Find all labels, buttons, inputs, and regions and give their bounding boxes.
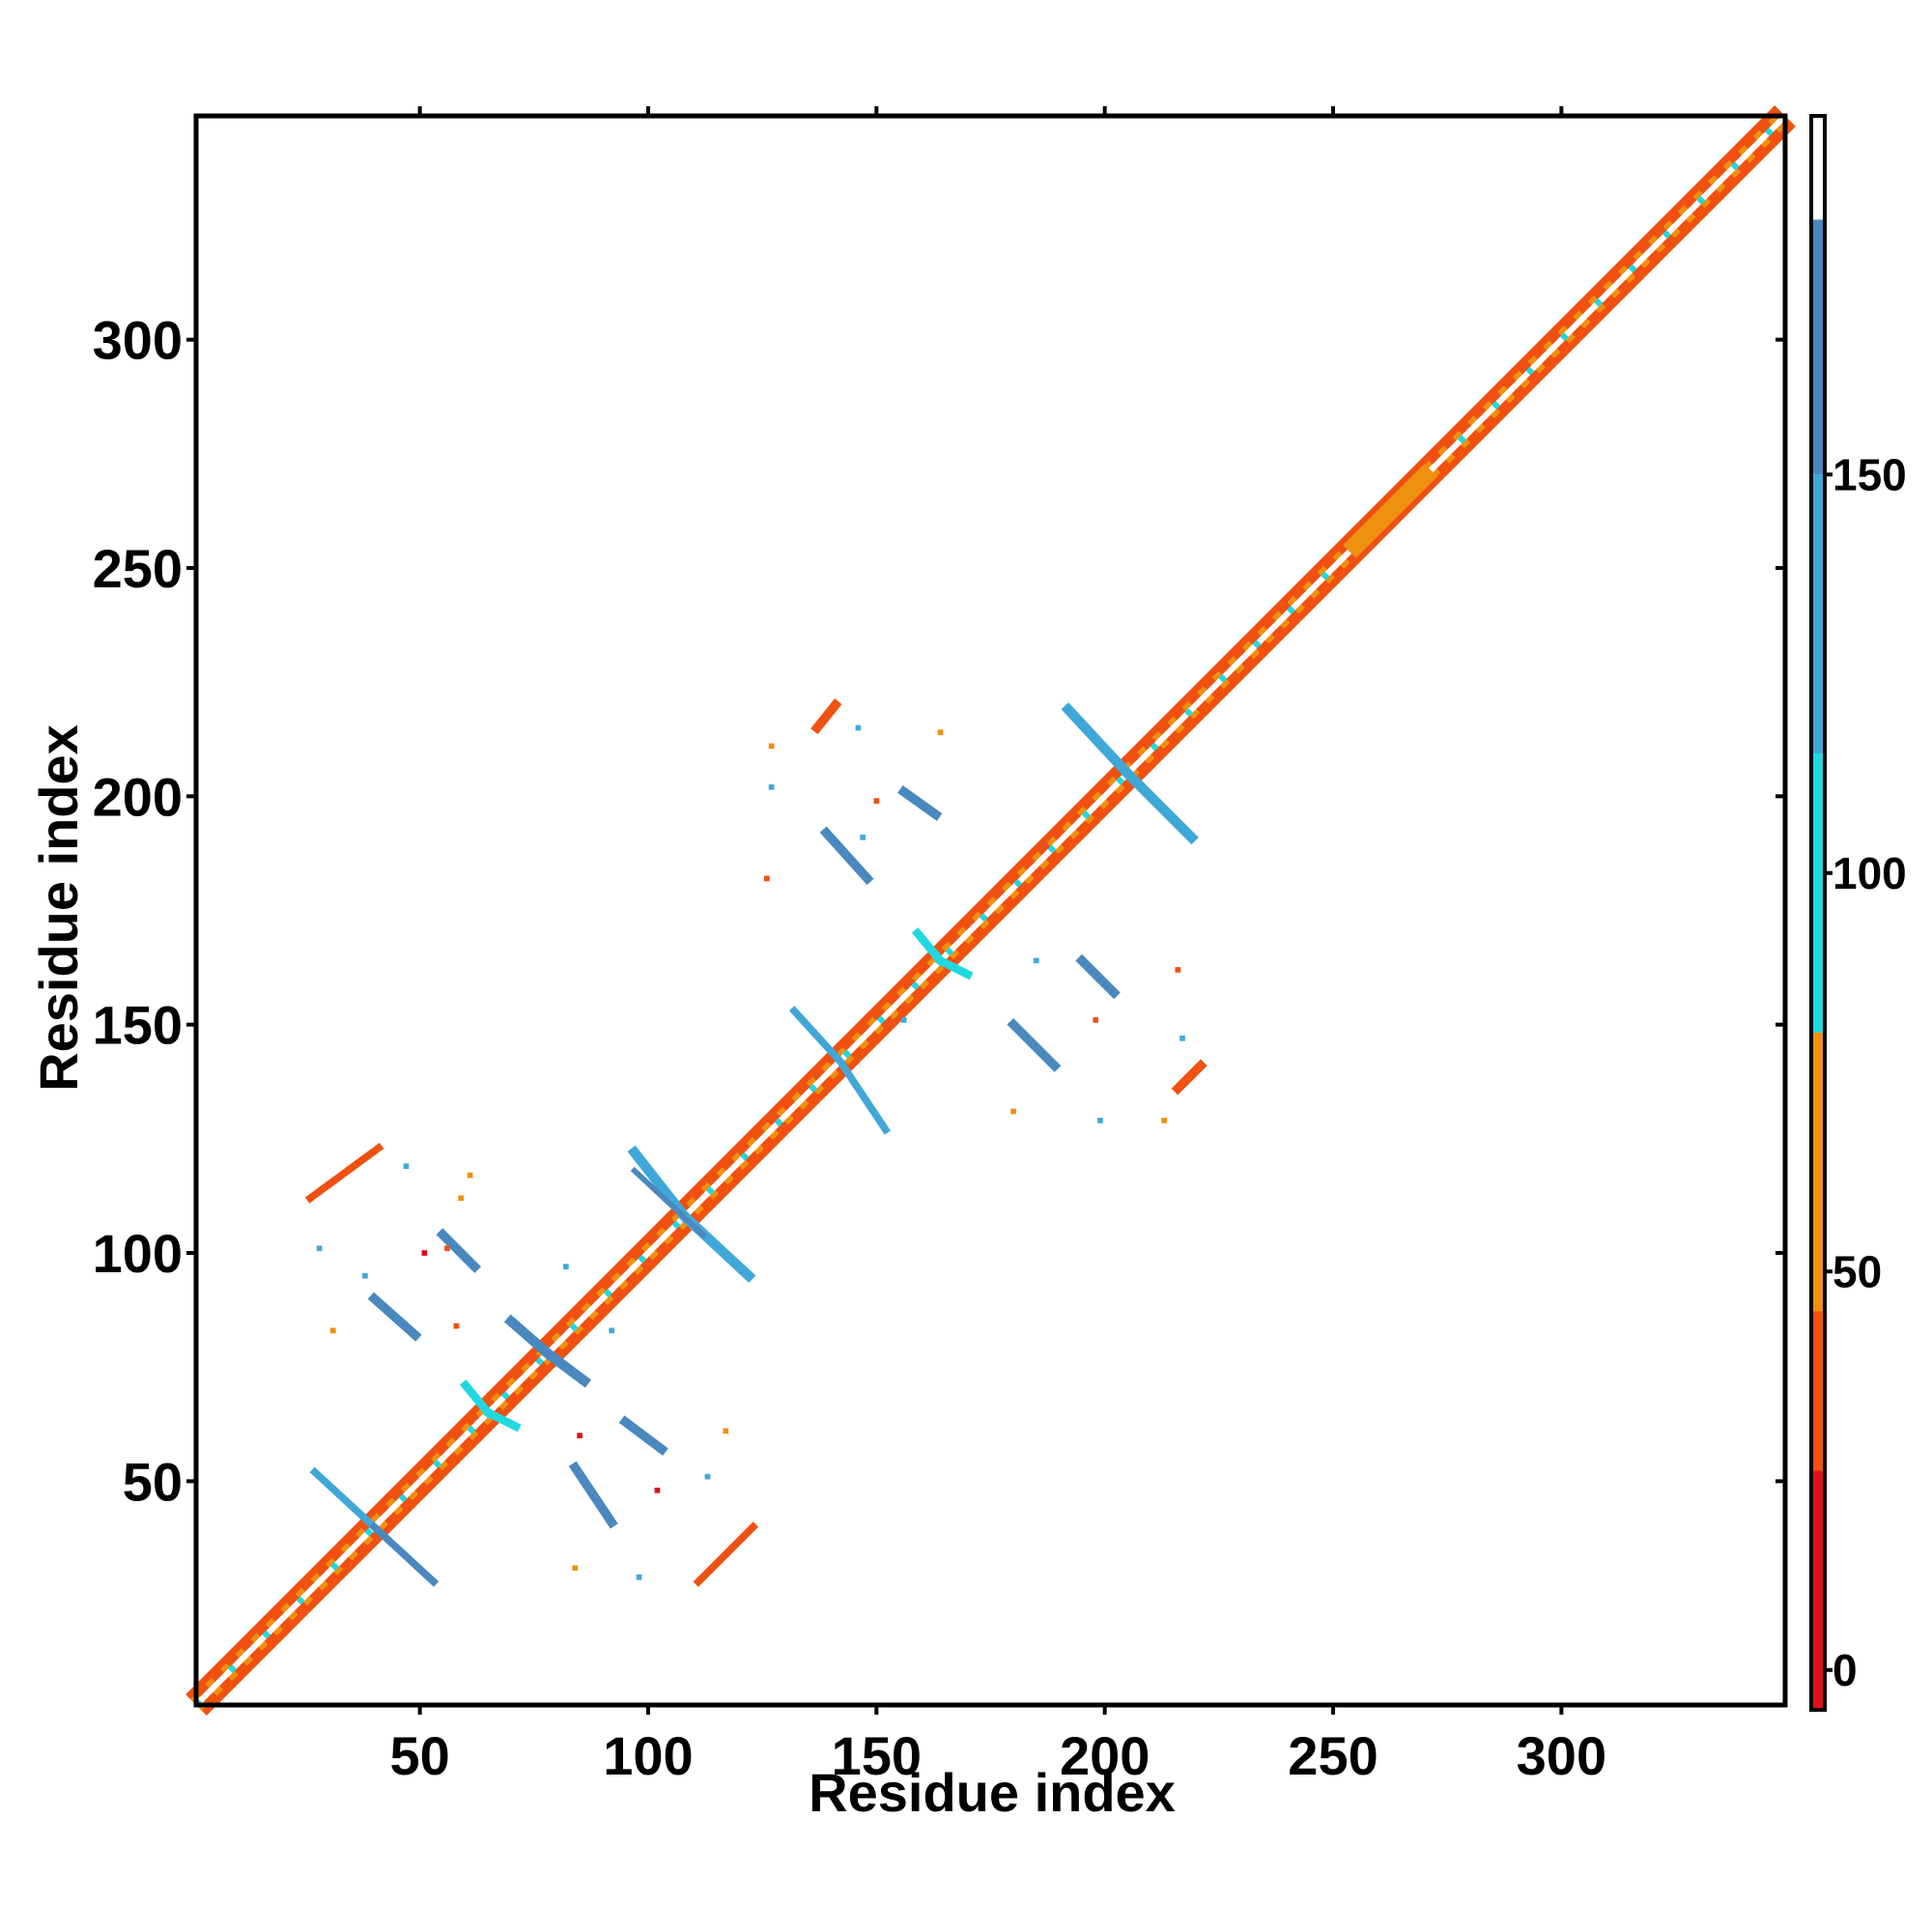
contact-segment-9 [911, 927, 947, 967]
contact-segment-21 [568, 1461, 618, 1529]
contact-speck-15 [636, 1574, 642, 1580]
contact-segment-17 [1007, 1017, 1062, 1072]
contact-segment-2 [630, 1166, 707, 1239]
contact-speck-18 [873, 798, 880, 804]
colorbar-band-1 [1811, 1311, 1825, 1471]
contact-speck-11 [577, 1433, 582, 1438]
colorbar-band-6 [1811, 116, 1825, 220]
colorbar-band-2 [1811, 1032, 1825, 1312]
contact-segment-20 [897, 785, 943, 821]
y-tick-label: 50 [123, 1451, 183, 1512]
contact-segment-7 [459, 1379, 495, 1419]
contact-speck-2 [421, 1250, 428, 1256]
contact-speck-17 [768, 784, 775, 790]
contact-speck-25 [1033, 957, 1039, 964]
contact-segment-27 [1343, 464, 1437, 558]
contact-segment-25 [693, 1521, 759, 1587]
contact-segment-6 [540, 1346, 592, 1388]
contact-speck-29 [1161, 1118, 1167, 1123]
contact-segment-11 [788, 1006, 845, 1066]
contact-speck-30 [1175, 967, 1181, 973]
colorbar-border [1809, 114, 1827, 1712]
contact-speck-24 [900, 1017, 907, 1023]
contact-segment-14 [369, 1521, 440, 1587]
contact-speck-22 [855, 724, 862, 731]
contact-speck-13 [723, 1428, 729, 1435]
contact-segment-22 [618, 1415, 668, 1456]
x-tick-label: 200 [1060, 1725, 1150, 1786]
colorbar-tick-label: 0 [1833, 1645, 1858, 1695]
contact-speck-6 [458, 1195, 465, 1202]
contact-speck-12 [654, 1487, 661, 1493]
contact-speck-19 [860, 835, 866, 840]
contact-segment-3 [1061, 702, 1135, 781]
x-axis-ticks: 50 100 150 200 250 300 [389, 106, 1606, 1786]
y-tick-label: 100 [93, 1223, 183, 1284]
colorbar-tick-label: 50 [1833, 1246, 1882, 1296]
y-axis-ticks: 50 100 150 200 250 300 [93, 310, 1785, 1512]
contact-segment-8 [482, 1406, 522, 1433]
contact-segment-4 [1120, 766, 1199, 845]
contact-segment-13 [309, 1466, 380, 1532]
contact-speck-1 [444, 1245, 450, 1252]
heatmap-cells [185, 105, 1796, 1716]
contact-segment-18 [1075, 953, 1121, 1000]
diagonal-center [193, 113, 1788, 1708]
colorbar-band-5 [1811, 219, 1825, 475]
colorbar-band-3 [1811, 753, 1825, 1033]
plot-border [193, 113, 1788, 1708]
contact-speck-28 [1097, 1118, 1103, 1123]
contact-speck-9 [563, 1264, 569, 1270]
contact-segment-15 [367, 1292, 422, 1342]
contact-speck-7 [403, 1163, 410, 1170]
contact-segment-26 [1171, 1059, 1208, 1095]
colorbar-band-4 [1811, 474, 1825, 753]
contact-segment-5 [503, 1314, 555, 1361]
contact-speck-0 [316, 1245, 323, 1252]
y-axis-title: Residue index [28, 724, 89, 1092]
contact-speck-21 [937, 729, 944, 735]
x-tick-label: 50 [389, 1725, 449, 1786]
contact-speck-27 [1010, 1108, 1016, 1115]
contact-speck-20 [764, 875, 770, 882]
x-axis-title: Residue index [809, 1762, 1176, 1823]
colorbar-tick-label: 150 [1833, 449, 1907, 499]
contact-speck-26 [1093, 1017, 1099, 1023]
x-tick-label: 250 [1288, 1725, 1378, 1786]
contact-speck-4 [329, 1327, 336, 1334]
contact-speck-16 [572, 1565, 579, 1572]
contact-speck-5 [467, 1172, 473, 1179]
y-tick-label: 150 [93, 995, 183, 1056]
contact-segment-0 [627, 1145, 693, 1224]
y-tick-label: 200 [93, 766, 183, 827]
y-tick-label: 300 [93, 310, 183, 371]
plot-frame [193, 113, 1788, 1708]
contact-speck-10 [609, 1327, 614, 1334]
contact-speck-8 [362, 1272, 368, 1279]
x-tick-label: 150 [832, 1725, 922, 1786]
y-tick-label: 250 [93, 538, 183, 599]
contact-speck-3 [453, 1322, 460, 1329]
colorbar: 0 50 100 150 [1809, 114, 1907, 1712]
colorbar-tick-label: 100 [1833, 848, 1907, 898]
contact-segment-16 [436, 1228, 482, 1273]
colorbar-band-0 [1811, 1470, 1825, 1710]
contact-segment-23 [304, 1143, 384, 1204]
contact-speck-31 [1179, 1036, 1185, 1041]
contact-segment-24 [810, 698, 842, 735]
contact-speck-23 [768, 743, 775, 750]
contact-segment-19 [819, 826, 874, 886]
x-tick-label: 100 [603, 1725, 693, 1786]
x-tick-label: 300 [1517, 1725, 1606, 1786]
contact-segment-10 [934, 954, 974, 980]
contact-speck-14 [704, 1473, 711, 1480]
contact-segment-12 [835, 1056, 892, 1135]
